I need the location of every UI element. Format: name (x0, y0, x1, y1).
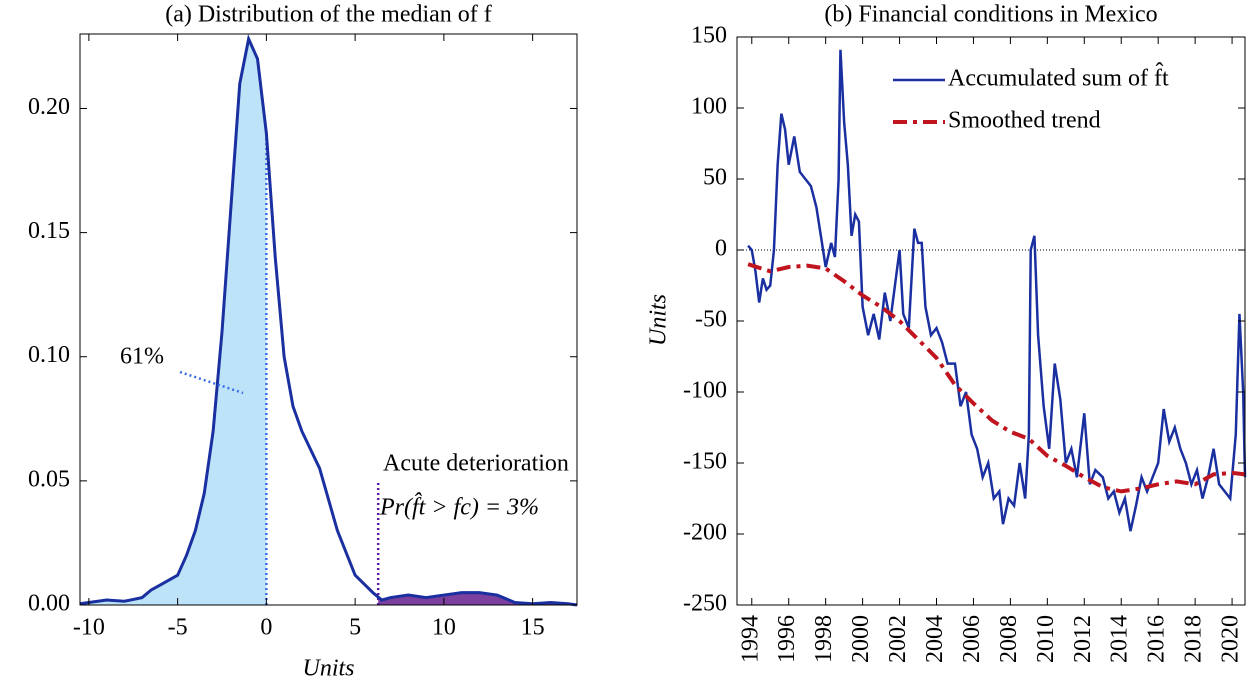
annotation: 61% (120, 344, 164, 370)
y-tick-label: 100 (691, 94, 727, 120)
x-tick-label: 5 (349, 615, 361, 641)
x-tick-label: 10 (432, 615, 456, 641)
shaded-region (378, 592, 577, 605)
x-tick-label: -10 (73, 615, 105, 641)
legend-label: Accumulated sum of f̂t (948, 63, 1169, 92)
x-tick-label: -5 (168, 615, 188, 641)
y-tick-label: -150 (683, 449, 727, 475)
x-tick-label: 2000 (848, 615, 874, 663)
y-tick-label: -50 (695, 307, 727, 333)
x-tick-label: 15 (521, 615, 545, 641)
x-axis-label: Units (302, 656, 354, 682)
y-tick-label: 0.15 (28, 218, 70, 244)
y-tick-label: 150 (691, 23, 727, 49)
x-tick-label: 2006 (959, 615, 985, 663)
chart-title: (a) Distribution of the median of f (165, 2, 492, 28)
x-tick-label: 2012 (1070, 615, 1096, 663)
y-tick-label: 0.00 (28, 591, 70, 617)
plot-frame (79, 33, 578, 606)
x-tick-label: 1996 (774, 615, 800, 663)
y-tick-label: 0 (715, 236, 727, 262)
y-tick-label: -250 (683, 591, 727, 617)
x-tick-label: 1994 (737, 615, 763, 663)
x-tick-label: 2018 (1181, 615, 1207, 663)
annotation-pointer (179, 370, 244, 395)
y-tick-label: 0.20 (28, 94, 70, 120)
x-tick-label: 1998 (811, 615, 837, 663)
y-tick-label: 50 (703, 165, 727, 191)
x-tick-label: 2010 (1033, 615, 1059, 663)
chart-title: (b) Financial conditions in Mexico (824, 2, 1157, 28)
x-tick-label: 2002 (885, 615, 911, 663)
y-tick-label: -200 (683, 520, 727, 546)
x-tick-label: 2016 (1144, 615, 1170, 663)
series-line (747, 49, 1247, 532)
density-curve (79, 34, 578, 607)
y-tick-label: 0.10 (28, 342, 70, 368)
annotation: Pr(f̂t > fc) = 3% (379, 492, 539, 520)
annotation: Acute deterioration (383, 451, 569, 477)
x-tick-label: 2014 (1107, 615, 1133, 663)
y-tick-label: 0.05 (28, 466, 70, 492)
x-tick-label: 2008 (996, 615, 1022, 663)
y-tick-label: -100 (683, 378, 727, 404)
x-tick-label: 2004 (922, 615, 948, 663)
x-tick-label: 0 (260, 615, 272, 641)
x-tick-label: 2020 (1218, 615, 1244, 663)
series-line (747, 262, 1246, 494)
plot-frame (736, 36, 1246, 606)
shaded-region (80, 38, 267, 606)
y-axis-label: Units (646, 294, 672, 346)
legend-label: Smoothed trend (948, 108, 1101, 134)
